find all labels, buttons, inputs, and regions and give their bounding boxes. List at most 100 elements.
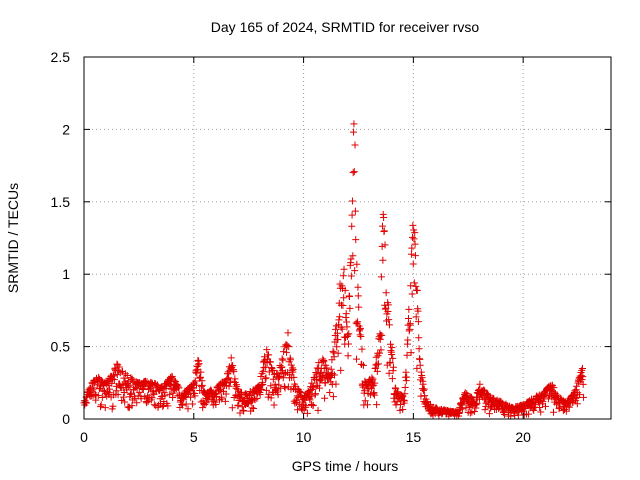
data-point: [357, 324, 365, 332]
data-point: [349, 169, 357, 177]
data-point: [202, 399, 210, 407]
data-point: [279, 374, 287, 382]
data-point: [279, 356, 287, 364]
data-point: [159, 403, 167, 411]
data-point: [339, 301, 347, 309]
data-point: [411, 252, 419, 260]
x-tick-label: 15: [406, 429, 422, 445]
data-point: [307, 401, 315, 409]
data-point: [331, 371, 339, 379]
data-point: [388, 375, 396, 383]
data-point: [578, 364, 586, 372]
axis-ticks: [83, 56, 611, 420]
data-point: [135, 388, 143, 396]
data-point: [356, 331, 364, 339]
data-point: [388, 343, 396, 351]
data-point: [148, 379, 156, 387]
data-point: [272, 385, 280, 393]
data-point: [318, 358, 326, 366]
data-point: [262, 363, 270, 371]
data-point: [250, 404, 258, 412]
data-point: [413, 286, 421, 294]
data-point: [372, 353, 380, 361]
data-point: [115, 363, 123, 371]
data-point: [401, 390, 409, 398]
data-point: [340, 294, 348, 302]
data-point: [248, 404, 256, 412]
data-point: [274, 391, 282, 399]
data-point: [302, 402, 310, 410]
data-point: [257, 373, 265, 381]
data-point: [111, 366, 119, 374]
data-point: [126, 381, 134, 389]
data-point: [271, 380, 279, 388]
data-point: [234, 401, 242, 409]
data-point: [415, 345, 423, 353]
data-point: [411, 240, 419, 248]
data-point: [327, 365, 335, 373]
data-point: [354, 292, 362, 300]
data-point: [349, 252, 357, 260]
data-point: [555, 405, 563, 413]
data-point: [373, 367, 381, 375]
data-point: [470, 408, 478, 416]
data-point: [354, 318, 362, 326]
data-point: [128, 402, 136, 410]
data-point: [355, 303, 363, 311]
data-point: [410, 279, 418, 287]
data-point: [400, 397, 408, 405]
data-point: [480, 386, 488, 394]
data-point: [384, 301, 392, 309]
data-point: [392, 385, 400, 393]
data-point: [348, 197, 356, 205]
data-point: [351, 207, 359, 215]
data-point: [381, 241, 389, 249]
data-point: [285, 343, 293, 351]
data-point: [192, 381, 200, 389]
data-point: [263, 346, 271, 354]
data-point: [358, 360, 366, 368]
data-point: [320, 357, 328, 365]
data-point: [361, 397, 369, 405]
data-point: [287, 356, 295, 364]
data-point: [170, 376, 178, 384]
data-point: [230, 368, 238, 376]
data-point: [343, 323, 351, 331]
data-point: [404, 315, 412, 323]
data-point: [342, 310, 350, 318]
data-point: [127, 374, 135, 382]
data-point: [334, 336, 342, 344]
data-point: [308, 379, 316, 387]
data-point: [358, 345, 366, 353]
data-point: [339, 272, 347, 280]
data-points: [80, 120, 588, 420]
data-point: [337, 366, 345, 374]
data-point: [399, 406, 407, 414]
x-tick-label: 20: [515, 429, 531, 445]
data-point: [407, 349, 415, 357]
data-point: [420, 386, 428, 394]
data-point: [166, 390, 174, 398]
data-point: [565, 403, 573, 411]
data-point: [347, 255, 355, 263]
data-point: [351, 141, 359, 149]
x-tick-label: 5: [190, 429, 198, 445]
data-point: [127, 390, 135, 398]
data-point: [333, 343, 341, 351]
data-point: [414, 318, 422, 326]
data-point: [125, 383, 133, 391]
data-point: [133, 399, 141, 407]
data-point: [123, 372, 131, 380]
data-point: [369, 390, 377, 398]
data-point: [341, 286, 349, 294]
data-point: [314, 406, 322, 414]
data-point: [369, 375, 377, 383]
data-point: [329, 370, 337, 378]
data-point: [414, 307, 422, 315]
data-point: [354, 283, 362, 291]
data-point: [348, 222, 356, 230]
data-point: [416, 355, 424, 363]
data-point: [415, 334, 423, 342]
data-point: [573, 382, 581, 390]
